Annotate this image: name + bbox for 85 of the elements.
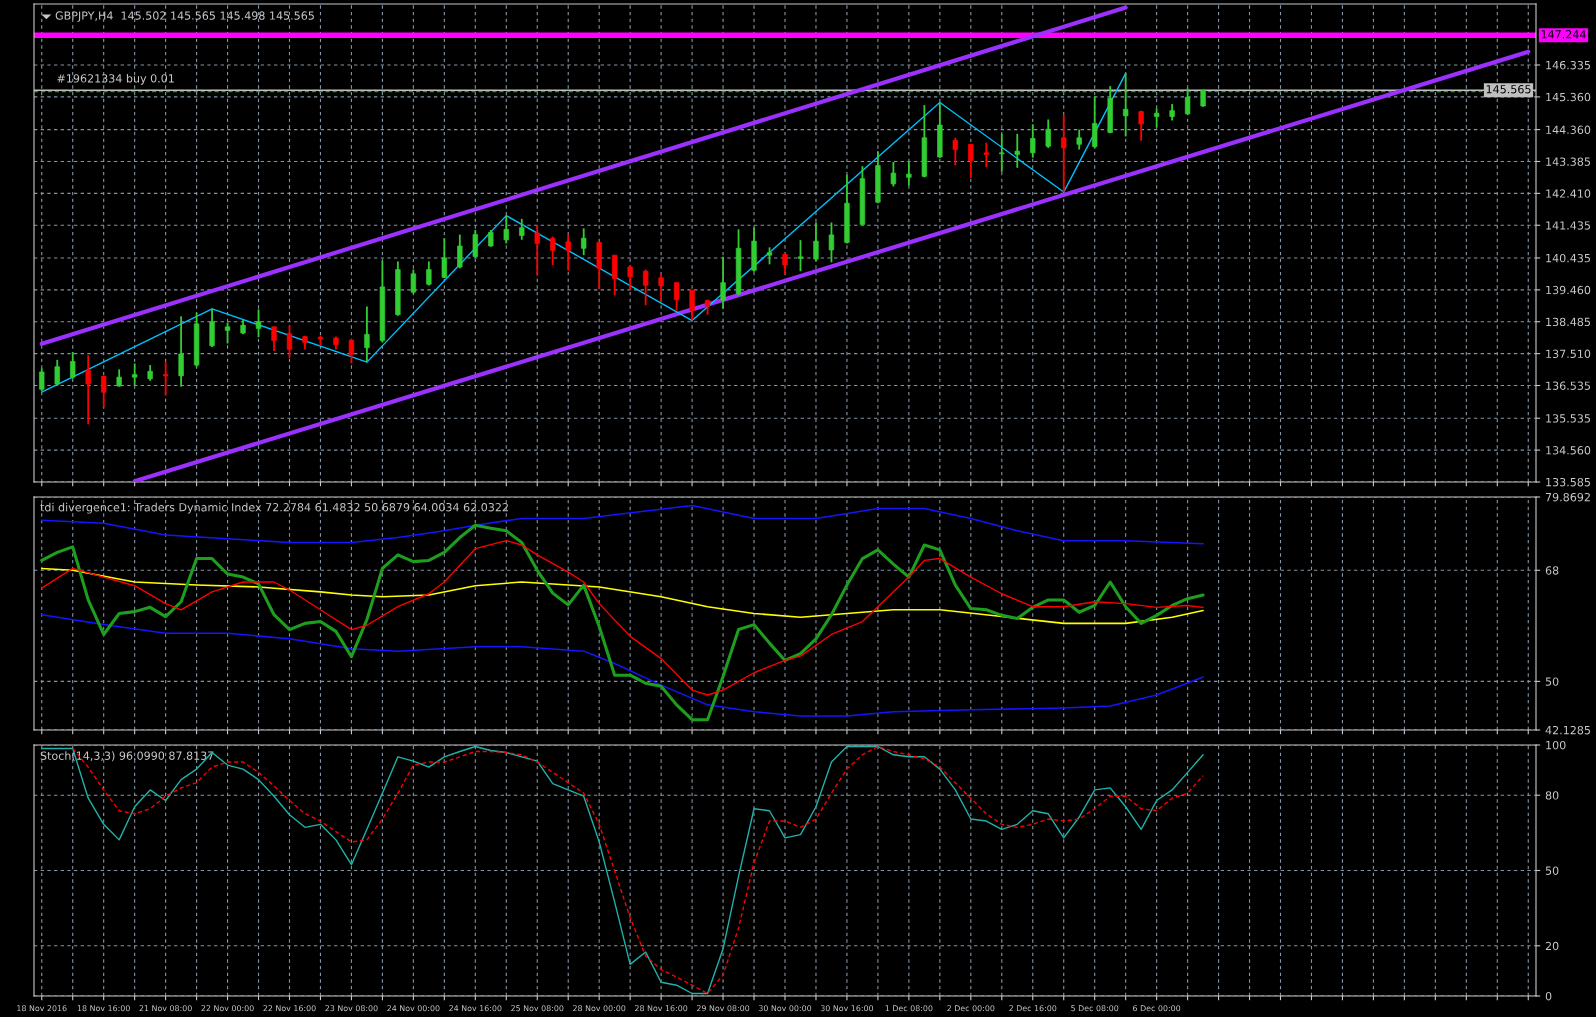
candlestick bbox=[1030, 123, 1036, 159]
y-tick-label: 141.435 bbox=[1546, 221, 1590, 230]
candlestick bbox=[658, 272, 664, 303]
text: GBPJPY,H4 145.502 145.565 145.498 145.565 bbox=[55, 11, 314, 22]
candlestick bbox=[689, 289, 695, 322]
candlestick bbox=[39, 367, 45, 393]
candlestick bbox=[534, 224, 540, 277]
candlestick bbox=[70, 351, 76, 380]
y-tick-label: 133.585 bbox=[1546, 477, 1590, 487]
candlestick bbox=[1092, 95, 1098, 150]
candlestick bbox=[441, 237, 448, 279]
ref-line-label: 147.244 bbox=[1541, 30, 1586, 39]
ref-line-label: 145.565 bbox=[1486, 85, 1531, 94]
y-tick-label: 79.8692 bbox=[1545, 492, 1590, 502]
y-tick-label: 139.460 bbox=[1546, 285, 1591, 295]
candlestick bbox=[1076, 128, 1082, 151]
y-tick-label: 50 bbox=[1545, 677, 1559, 686]
candlestick bbox=[828, 221, 835, 264]
candlestick bbox=[426, 260, 432, 287]
y-tick-label: 68 bbox=[1545, 566, 1559, 575]
line-series bbox=[41, 539, 1204, 696]
candlestick bbox=[1045, 118, 1051, 149]
y-tick-label: 42.1285 bbox=[1545, 725, 1590, 735]
text: tdi divergence1: Traders Dynamic Index 72.2784 61.4832 50.6879 64.0034 62.0322 bbox=[40, 502, 508, 514]
candlestick bbox=[797, 239, 804, 273]
line-series bbox=[40, 523, 1205, 722]
candlestick bbox=[1153, 107, 1160, 129]
y-tick-label: 100 bbox=[1546, 740, 1566, 750]
y-tick-label: 135.535 bbox=[1546, 414, 1590, 423]
candlestick bbox=[1014, 132, 1020, 169]
y-tick-label: 80 bbox=[1545, 791, 1559, 800]
y-tick-label: 143.385 bbox=[1546, 157, 1590, 166]
candlestick bbox=[627, 264, 633, 292]
candlestick bbox=[952, 136, 958, 167]
candlestick bbox=[1184, 87, 1191, 116]
candlestick bbox=[224, 321, 231, 345]
candlestick bbox=[890, 161, 897, 188]
y-tick-label: 142.410 bbox=[1546, 189, 1591, 198]
candlestick bbox=[1122, 72, 1129, 138]
candlestick bbox=[271, 325, 277, 352]
y-tick-label: 146.335 bbox=[1546, 60, 1590, 70]
y-tick-label: 145.360 bbox=[1546, 92, 1591, 102]
y-tick-label: 0 bbox=[1545, 991, 1552, 1001]
y-tick-label: 138.485 bbox=[1546, 317, 1590, 327]
candlestick bbox=[364, 305, 370, 364]
candlestick bbox=[612, 254, 618, 297]
y-tick-label: 137.510 bbox=[1546, 349, 1591, 359]
candlestick bbox=[565, 233, 571, 272]
candlestick bbox=[581, 227, 587, 257]
candlestick bbox=[983, 141, 989, 169]
candlestick bbox=[999, 132, 1005, 173]
candlestick bbox=[348, 338, 355, 365]
candlestick bbox=[85, 354, 91, 426]
y-tick-label: 136.535 bbox=[1546, 381, 1590, 390]
y-tick-label: 134.560 bbox=[1546, 446, 1591, 455]
line-series bbox=[40, 613, 1204, 717]
y-tick-label: 140.435 bbox=[1546, 253, 1590, 263]
candlestick bbox=[550, 235, 556, 266]
y-tick-label: 50 bbox=[1545, 866, 1559, 875]
candlestick bbox=[813, 221, 819, 262]
candlestick bbox=[906, 160, 912, 187]
candlestick bbox=[131, 362, 138, 387]
line-series bbox=[40, 567, 1204, 625]
candlestick bbox=[1061, 113, 1067, 193]
ref-line-label: #19621334 buy 0.01 bbox=[57, 73, 174, 85]
candlestick bbox=[642, 268, 649, 307]
candlestick bbox=[410, 268, 417, 295]
candlestick bbox=[503, 214, 509, 245]
candlestick bbox=[1138, 109, 1144, 142]
candlestick bbox=[673, 281, 680, 312]
y-tick-label: 20 bbox=[1545, 941, 1559, 951]
candlestick bbox=[968, 143, 974, 179]
y-tick-label: 144.360 bbox=[1546, 125, 1591, 134]
candlestick bbox=[720, 255, 726, 310]
line-series bbox=[40, 504, 1204, 545]
candlestick bbox=[101, 374, 107, 409]
candlestick bbox=[54, 358, 60, 387]
line-series bbox=[41, 72, 1127, 393]
candlestick bbox=[286, 324, 293, 360]
candlestick bbox=[255, 308, 262, 339]
candlestick bbox=[162, 361, 169, 397]
candlestick bbox=[519, 217, 525, 241]
candlestick bbox=[457, 233, 463, 270]
candlestick bbox=[178, 315, 184, 388]
candlestick bbox=[472, 229, 478, 259]
